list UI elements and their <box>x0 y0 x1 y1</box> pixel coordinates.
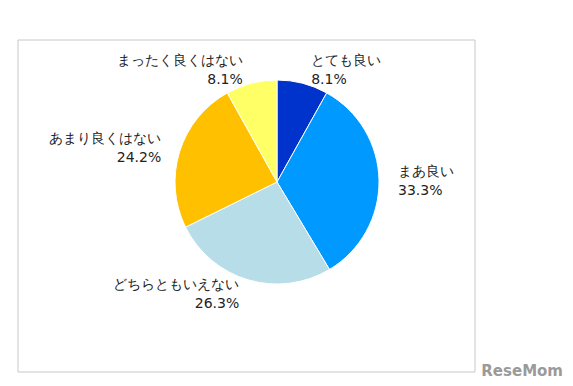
svg-text:ReseMom: ReseMom <box>481 362 563 380</box>
svg-text:とても良い: とても良い <box>311 52 381 68</box>
svg-text:8.1%: 8.1% <box>207 71 243 87</box>
svg-text:8.1%: 8.1% <box>311 71 347 87</box>
svg-text:33.3%: 33.3% <box>398 182 442 198</box>
svg-text:26.3%: 26.3% <box>195 295 239 311</box>
svg-text:あまり良くはない: あまり良くはない <box>49 130 161 146</box>
svg-text:まあ良い: まあ良い <box>398 163 454 179</box>
svg-text:どちらともいえない: どちらともいえない <box>113 276 239 292</box>
svg-text:24.2%: 24.2% <box>117 149 161 165</box>
svg-text:まったく良くはない: まったく良くはない <box>117 52 243 68</box>
